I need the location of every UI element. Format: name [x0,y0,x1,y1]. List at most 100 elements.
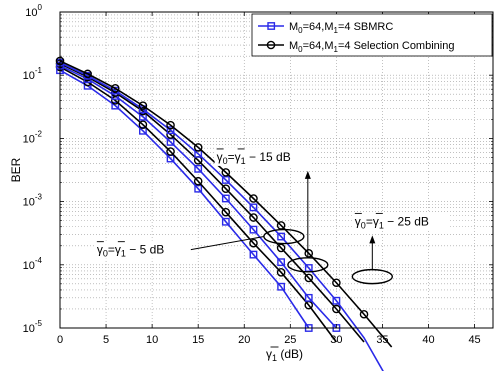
series-line [59,60,393,348]
data-point [249,203,258,212]
legend-sub: 0 [298,45,303,54]
legend-sub: 0 [298,26,303,35]
x-tick-label: 10 [146,334,158,346]
data-point [304,249,314,258]
plot-frame [59,11,494,329]
data-point [332,278,341,288]
annotation-sub: 1 [121,249,126,259]
data-point [194,164,203,173]
annotation-label: γ0=γ1 − 5 dB [97,243,164,259]
data-point [304,293,313,302]
y-tick-label: 10-1 [23,66,43,82]
data-point [221,176,230,184]
data-point [249,225,258,234]
data-point [166,147,175,156]
y-tick-label: 10-3 [23,193,43,209]
legend-text: M [289,40,298,52]
annotation-sub: 0 [361,220,366,230]
x-axis-label-symbol: γ [266,347,272,361]
data-point [249,250,258,259]
y-tick-label: 100 [25,3,42,19]
data-point [332,296,341,305]
x-tick-label: 35 [376,334,388,346]
x-tick-label: 45 [468,334,480,346]
data-point [221,184,231,193]
series-line [59,62,365,343]
data-point [166,120,175,130]
data-point [332,304,341,314]
annotation-label-bg [352,212,449,231]
legend-sub: 1 [334,45,339,54]
annotation-suffix: − 5 dB [126,243,164,257]
x-tick-label: 40 [422,334,434,346]
legend-swatch-marker [267,22,276,30]
annotation-gamma: γ [97,243,103,257]
x-tick-label: 20 [238,334,250,346]
annotation-arrowhead [304,170,311,179]
data-point [249,194,258,203]
y-tick-exponent: 0 [38,3,43,12]
data-point [110,84,120,93]
y-tick-exponent: -3 [35,193,43,202]
data-point [249,238,258,248]
annotation-connector [190,236,264,251]
y-axis-label: BER [9,157,23,182]
annotation-suffix: − 25 dB [384,214,429,228]
data-point [139,112,147,121]
x-tick-label: 25 [284,334,296,346]
legend-text: =64,M [303,21,334,33]
data-point [221,207,231,217]
annotation-label: γ0=γ1 − 25 dB [355,214,429,230]
group-ellipse [351,268,394,285]
legend-swatch-marker [266,40,276,50]
legend-label: M0=64,M1=4 Selection Combining [289,40,454,54]
data-point [138,101,148,110]
x-tick-label: 15 [192,334,204,346]
data-point [193,143,203,152]
series-line [59,64,337,329]
data-point [83,69,92,79]
annotation-label: γ0=γ1 − 15 dB [217,150,291,166]
x-tick-label: 5 [103,334,109,346]
data-point [138,120,148,129]
y-tick-exponent: -4 [35,256,43,265]
data-point [277,282,286,291]
data-point [277,258,286,267]
annotation-sub: 0 [103,249,108,259]
series-line [59,69,310,329]
legend-text: =4 SBMRC [338,21,393,33]
x-axis-label: γ1 (dB) [266,347,303,363]
y-tick-label: 10-5 [23,319,43,335]
x-axis-label-subscript: 1 [272,353,277,363]
x-tick-label: 0 [57,334,63,346]
data-point [276,243,286,253]
legend-box [251,13,493,57]
series-line [59,66,338,343]
legend-text: M [289,21,298,33]
y-tick-exponent: -5 [35,319,43,328]
series-line [59,61,384,371]
data-point [221,217,230,226]
annotation-eq: =γ [228,150,241,164]
y-tick-label: 10-4 [23,256,43,272]
legend-text: =4 Selection Combining [338,40,455,52]
data-point [359,309,369,319]
annotation-sub: 0 [223,156,228,166]
annotation-arrowhead [369,235,376,244]
data-point [111,101,120,110]
x-axis-label-unit: (dB) [277,347,303,361]
data-point [193,176,203,186]
legend-text: =64,M [303,40,334,52]
annotation-sub: 1 [241,156,246,166]
data-point [304,273,314,283]
data-point [221,168,231,177]
annotation-gamma: γ [355,214,361,228]
annotation-sub: 1 [379,220,384,230]
y-tick-exponent: -2 [35,129,43,138]
annotation-eq: =γ [108,243,121,257]
data-point [249,213,258,222]
data-point [166,126,175,135]
